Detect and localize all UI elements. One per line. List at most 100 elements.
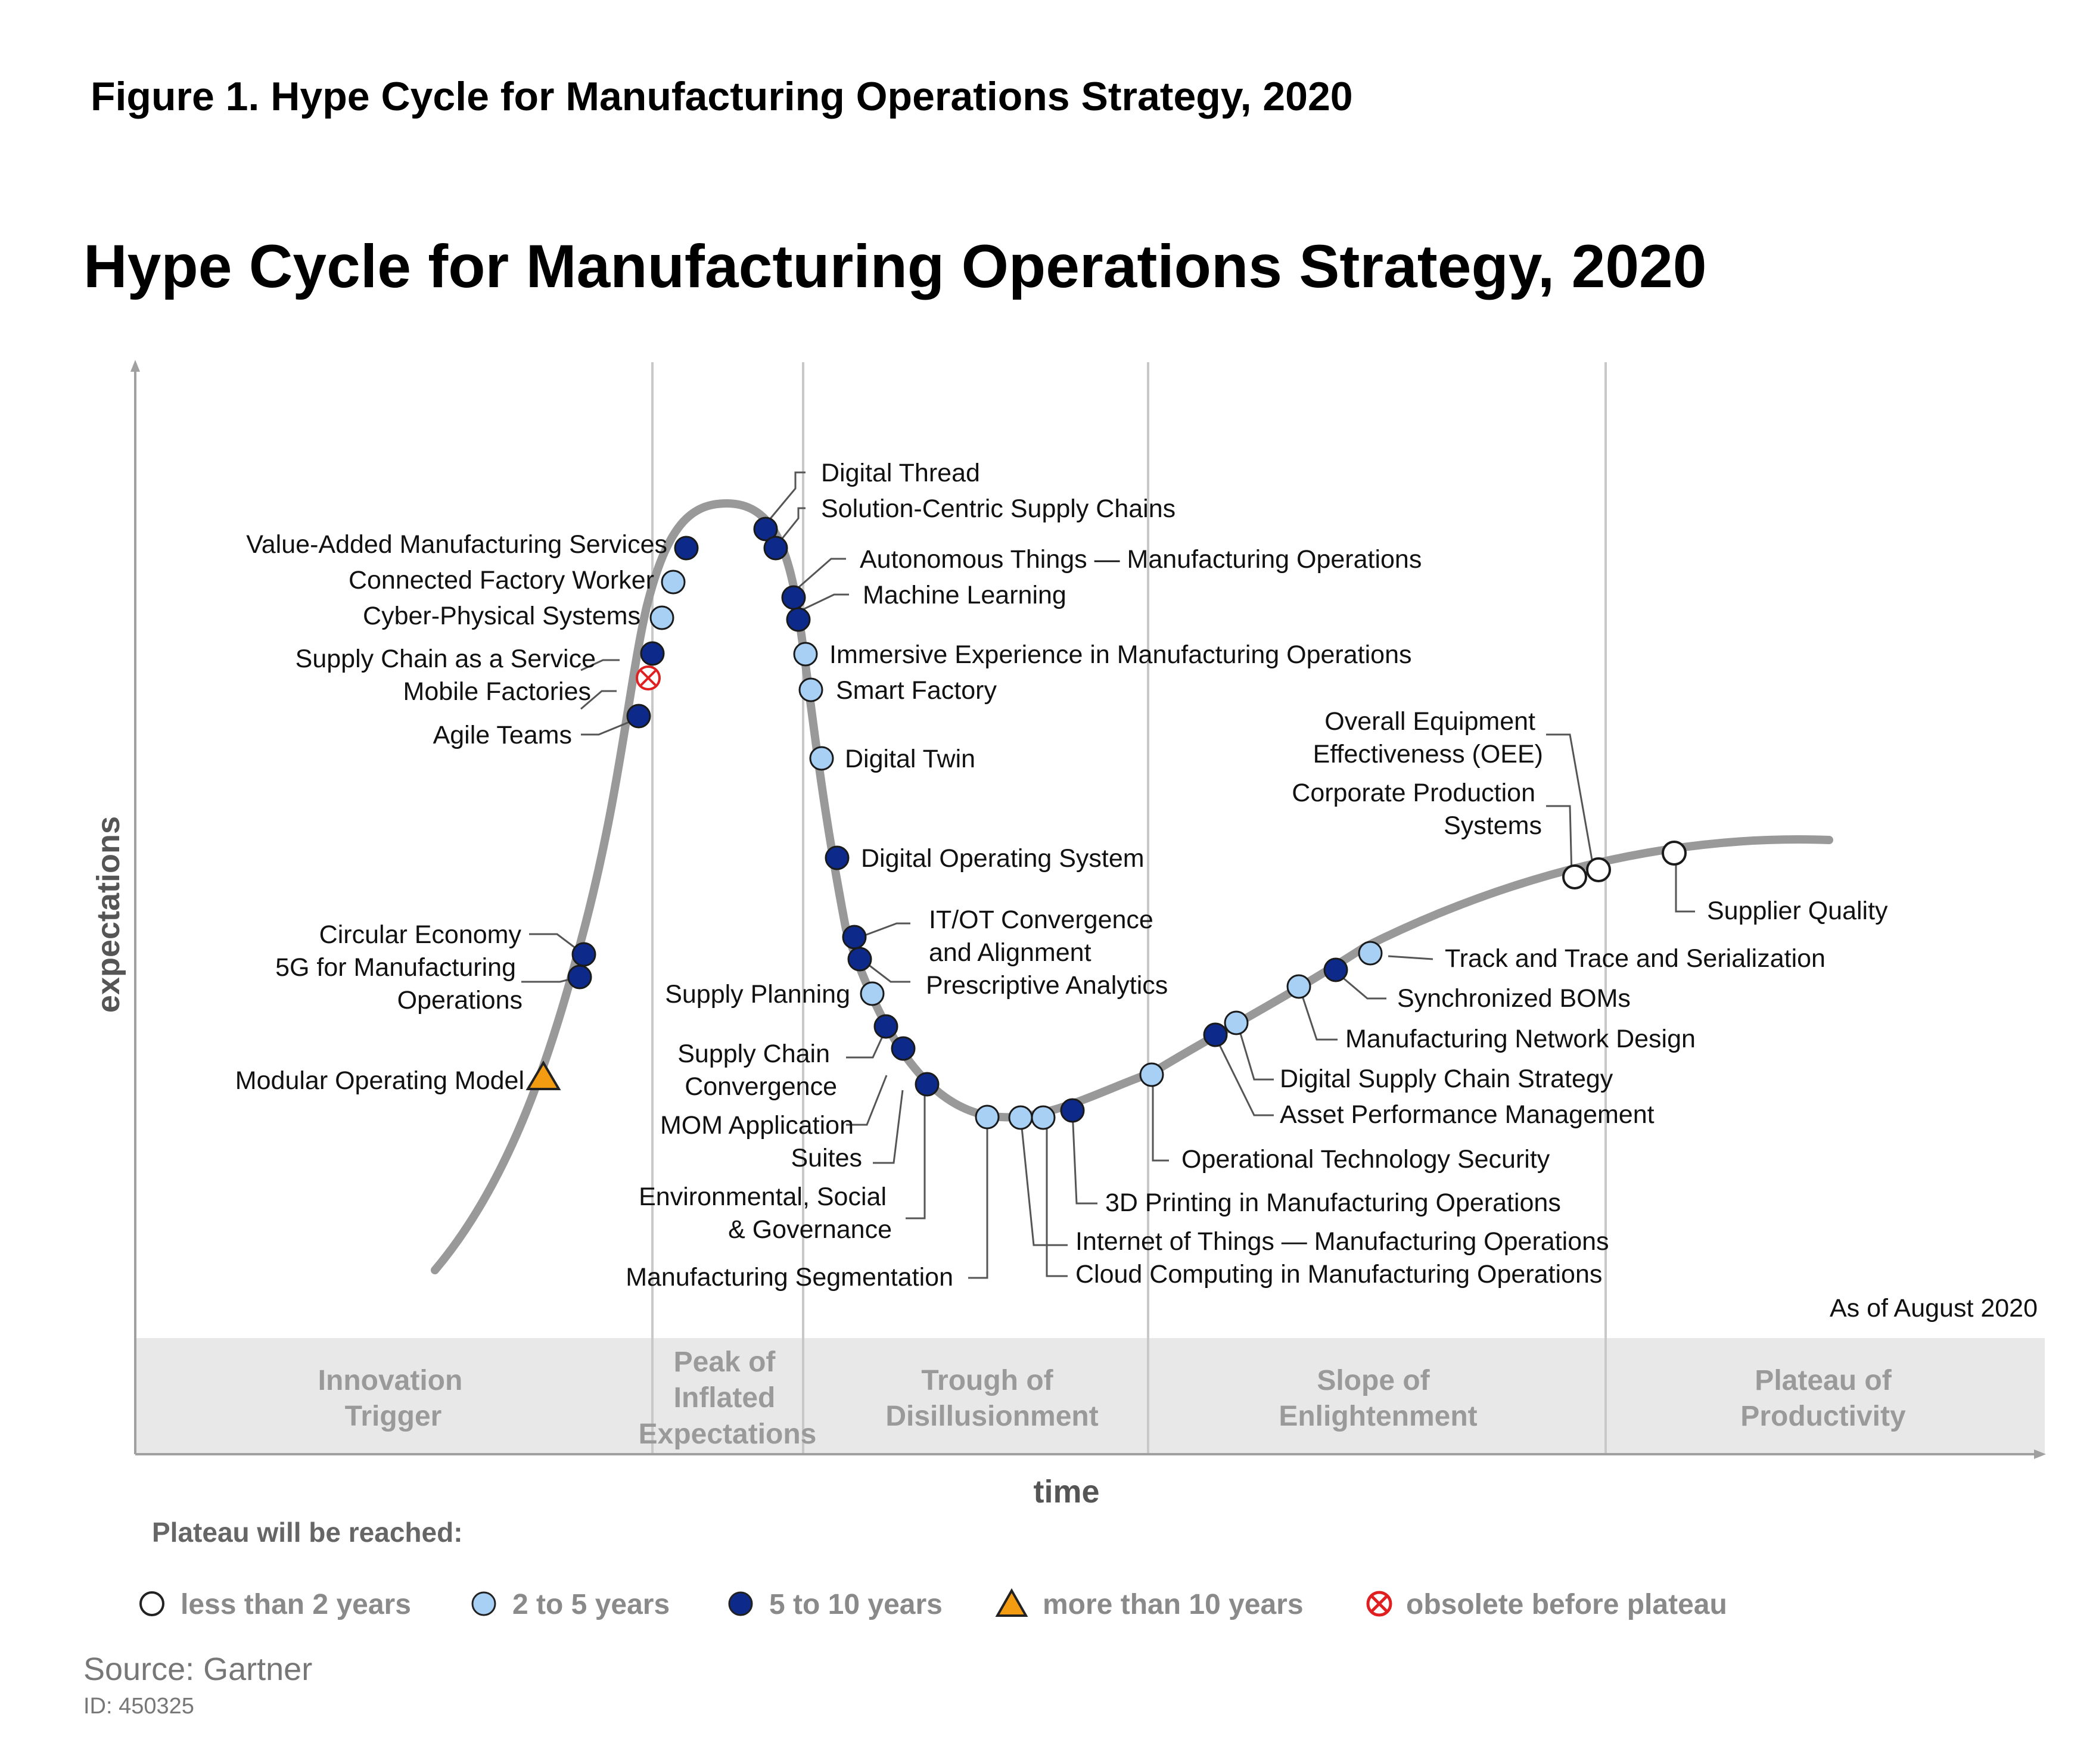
tech-label: Smart Factory	[836, 676, 997, 705]
phase-label: Innovation	[318, 1365, 463, 1396]
tech-label: Solution-Centric Supply Chains	[821, 494, 1175, 523]
legend-marker-5-to-10-years	[728, 1591, 753, 1616]
tech-label: Machine Learning	[863, 581, 1066, 609]
obsolete-cross	[640, 670, 657, 686]
document-id: ID: 450325	[83, 1694, 194, 1719]
legend-item: less than 2 years	[139, 1589, 411, 1620]
marker-prescriptive-analytics	[847, 947, 872, 972]
figure-caption: Figure 1. Hype Cycle for Manufacturing O…	[91, 74, 1353, 119]
legend-marker-obsolete	[1366, 1591, 1392, 1617]
leader-line	[1546, 805, 1573, 876]
technology-markers	[525, 517, 1687, 1130]
phase-label: Slope of	[1317, 1365, 1430, 1396]
tech-label: Manufacturing Segmentation	[626, 1263, 953, 1292]
leader-line	[968, 1116, 988, 1279]
tech-label: Digital Thread	[821, 459, 980, 487]
leader-line	[873, 1090, 904, 1164]
marker-circular-economy	[571, 942, 596, 967]
x-axis-arrow	[2034, 1449, 2046, 1459]
leader-line	[906, 1090, 926, 1219]
tech-label: Cyber-Physical Systems	[363, 602, 640, 630]
tech-label: Synchronized BOMs	[1397, 984, 1631, 1013]
tech-label: Autonomous Things — Manufacturing Operat…	[860, 545, 1422, 574]
marker-5g-for-manufacturing-operations	[567, 965, 592, 990]
marker-supply-planning	[860, 981, 885, 1006]
leader-line	[773, 507, 806, 549]
tech-label: Digital Operating System	[861, 844, 1145, 873]
tech-label: Circular Economy	[319, 920, 522, 949]
tech-label: Internet of Things — Manufacturing Opera…	[1075, 1227, 1609, 1256]
marker-cyber-physical-systems	[649, 605, 674, 630]
marker-value-added-manufacturing-services	[674, 536, 699, 561]
leader-lines	[521, 471, 1695, 1279]
marker-autonomous-things-manufacturing-operations	[781, 585, 806, 610]
phase-label: Inflated	[674, 1382, 776, 1414]
tech-label: 5G for Manufacturing	[275, 953, 516, 982]
axes	[130, 360, 2046, 1459]
tech-label: Digital Twin	[845, 745, 975, 773]
leader-line	[581, 717, 640, 736]
tech-label: MOM Application	[660, 1111, 854, 1140]
leader-line	[1214, 1036, 1274, 1116]
leader-line	[764, 471, 806, 525]
as-of-note: As of August 2020	[1830, 1294, 2038, 1323]
legend-item: obsolete before plateau	[1366, 1589, 1727, 1620]
tech-label: Operations	[397, 986, 523, 1015]
tech-label: IT/OT Convergence	[929, 906, 1153, 934]
legend-item: more than 10 years	[995, 1588, 1304, 1620]
tech-label: Agile Teams	[433, 721, 572, 749]
marker-operational-technology-security	[1139, 1062, 1164, 1087]
phase-label: Productivity	[1740, 1401, 1906, 1432]
marker-internet-of-things-manufacturing-operations	[1031, 1105, 1056, 1130]
leader-line	[1019, 1115, 1068, 1246]
marker-synchronized-boms	[1323, 957, 1348, 982]
tech-label: Supply Planning	[665, 980, 850, 1009]
y-axis-label: expectations	[91, 816, 126, 1013]
hype-curve	[431, 499, 1833, 1274]
marker-agile-teams	[626, 704, 651, 729]
tech-label: Supply Chain as a Service	[296, 645, 596, 673]
tech-label: Manufacturing Network Design	[1345, 1025, 1696, 1053]
marker-corporate-production-systems	[1562, 864, 1587, 889]
marker-mom-application-suites	[891, 1036, 916, 1061]
phase-band	[135, 1338, 2045, 1454]
marker-modular-operating-model	[525, 1060, 561, 1090]
y-axis-arrow	[130, 360, 140, 372]
tech-label: 3D Printing in Manufacturing Operations	[1105, 1189, 1561, 1217]
leader-line	[794, 593, 849, 615]
marker-connected-factory-worker	[661, 570, 686, 595]
marker-cloud-computing-in-manufacturing-operations	[1008, 1105, 1033, 1130]
legend-title: Plateau will be reached:	[152, 1517, 463, 1548]
legend-marker-less-than-2-years	[139, 1591, 164, 1616]
tech-label: Convergence	[685, 1072, 837, 1101]
leader-line	[792, 558, 846, 594]
leader-line	[846, 1075, 888, 1126]
tech-label: Suites	[791, 1144, 862, 1172]
tech-label: Operational Technology Security	[1181, 1145, 1550, 1174]
tech-label: Supply Chain	[677, 1040, 830, 1068]
leader-line	[1299, 988, 1338, 1041]
marker-it-ot-convergence-and-alignment	[842, 925, 867, 950]
tech-label: Systems	[1444, 811, 1542, 840]
obsolete-cross	[1371, 1595, 1388, 1612]
marker-digital-thread	[753, 517, 778, 542]
leader-line	[1675, 855, 1695, 913]
tech-label: Track and Trace and Serialization	[1445, 944, 1826, 973]
phase-label: Peak of	[674, 1346, 776, 1378]
x-axis-label: time	[1033, 1474, 1099, 1510]
legend-label: 2 to 5 years	[512, 1589, 670, 1620]
legend-item: 2 to 5 years	[471, 1589, 670, 1620]
source-note: Source: Gartner	[83, 1651, 312, 1687]
phase-label: Trough of	[921, 1365, 1053, 1396]
marker-digital-twin	[809, 746, 834, 771]
tech-label: Modular Operating Model	[235, 1066, 524, 1095]
marker-digital-operating-system	[825, 845, 850, 870]
tech-label: Immersive Experience in Manufacturing Op…	[829, 640, 1412, 669]
leader-line	[856, 922, 910, 939]
chart-title: Hype Cycle for Manufacturing Operations …	[83, 232, 1707, 300]
phase-label: Enlightenment	[1279, 1401, 1477, 1432]
marker-track-and-trace-and-serialization	[1358, 941, 1383, 966]
marker-asset-performance-management	[1203, 1022, 1228, 1047]
technology-labels: Digital Thread Solution-Centric Supply C…	[235, 459, 1888, 1292]
